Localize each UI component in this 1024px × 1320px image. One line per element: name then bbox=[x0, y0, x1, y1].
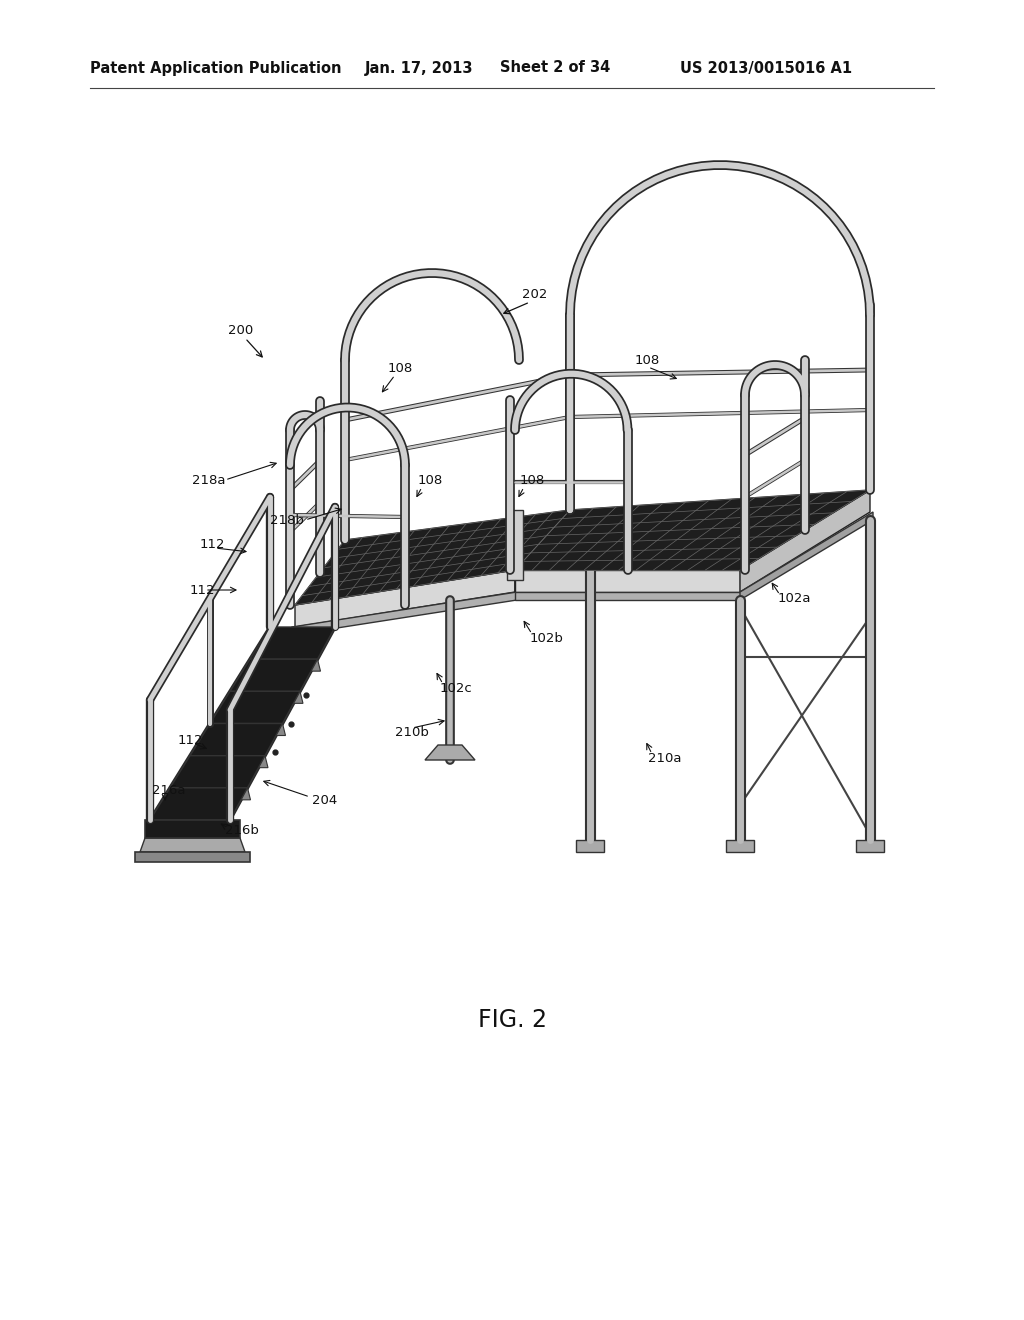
Polygon shape bbox=[740, 490, 870, 591]
Polygon shape bbox=[295, 570, 515, 627]
Text: 218b: 218b bbox=[270, 513, 304, 527]
Polygon shape bbox=[147, 820, 233, 832]
Polygon shape bbox=[247, 659, 321, 671]
Polygon shape bbox=[167, 788, 251, 800]
Text: 102a: 102a bbox=[778, 591, 811, 605]
Text: Sheet 2 of 34: Sheet 2 of 34 bbox=[500, 61, 610, 75]
Polygon shape bbox=[515, 570, 740, 591]
Text: 108: 108 bbox=[418, 474, 443, 487]
Polygon shape bbox=[575, 840, 604, 851]
Text: 216a: 216a bbox=[152, 784, 185, 796]
Text: 204: 204 bbox=[312, 793, 337, 807]
Polygon shape bbox=[140, 838, 245, 851]
Text: 108: 108 bbox=[635, 354, 660, 367]
Polygon shape bbox=[207, 723, 286, 735]
Polygon shape bbox=[726, 840, 754, 851]
Text: 102b: 102b bbox=[530, 631, 564, 644]
Text: 210b: 210b bbox=[395, 726, 429, 738]
Polygon shape bbox=[425, 744, 475, 760]
Polygon shape bbox=[145, 820, 240, 838]
Text: 218a: 218a bbox=[193, 474, 225, 487]
Polygon shape bbox=[227, 692, 303, 704]
Polygon shape bbox=[856, 840, 884, 851]
Polygon shape bbox=[295, 510, 570, 605]
Polygon shape bbox=[515, 490, 870, 570]
Text: 112: 112 bbox=[200, 539, 225, 552]
Polygon shape bbox=[230, 659, 317, 692]
Text: Jan. 17, 2013: Jan. 17, 2013 bbox=[365, 61, 473, 75]
Text: US 2013/0015016 A1: US 2013/0015016 A1 bbox=[680, 61, 852, 75]
Text: 216b: 216b bbox=[225, 824, 259, 837]
Text: FIG. 2: FIG. 2 bbox=[477, 1008, 547, 1032]
Text: 202: 202 bbox=[522, 289, 548, 301]
Polygon shape bbox=[210, 692, 300, 723]
Text: 200: 200 bbox=[228, 323, 253, 337]
Polygon shape bbox=[740, 512, 873, 601]
Polygon shape bbox=[150, 788, 248, 820]
Polygon shape bbox=[250, 627, 335, 659]
Polygon shape bbox=[515, 591, 743, 601]
Text: Patent Application Publication: Patent Application Publication bbox=[90, 61, 341, 75]
Text: 112: 112 bbox=[190, 583, 215, 597]
Polygon shape bbox=[190, 723, 283, 755]
Polygon shape bbox=[187, 755, 268, 768]
Text: 108: 108 bbox=[520, 474, 545, 487]
Polygon shape bbox=[170, 755, 265, 788]
Text: 210a: 210a bbox=[648, 751, 682, 764]
Polygon shape bbox=[292, 591, 517, 635]
Text: 108: 108 bbox=[388, 362, 414, 375]
Text: 112: 112 bbox=[178, 734, 204, 747]
Polygon shape bbox=[135, 851, 250, 862]
Polygon shape bbox=[515, 510, 570, 591]
Polygon shape bbox=[507, 510, 523, 579]
Text: 102c: 102c bbox=[440, 681, 473, 694]
